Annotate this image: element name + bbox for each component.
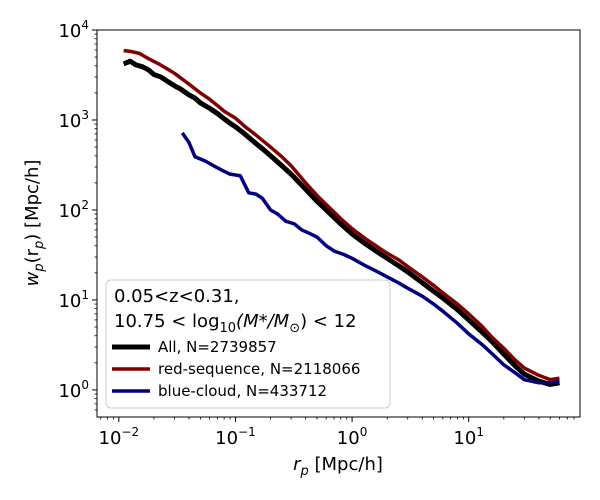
legend-label-0: All, N=2739857 [158, 338, 277, 356]
series-line-0 [122, 58, 560, 387]
x-tick-label: 101 [453, 425, 484, 449]
legend-title-line2: 10.75 < log10(M*/M⊙) < 12 [114, 311, 357, 336]
legend-label-1: red-sequence, N=2118066 [158, 360, 360, 378]
ticks-layer: 10−2 10−1 100 101 100 101 102 103 104 [58, 18, 575, 449]
x-tick-label: 10−1 [215, 425, 256, 449]
legend-label-2: blue-cloud, N=433712 [158, 382, 327, 400]
y-tick-label: 103 [58, 108, 89, 132]
series-line-2 [180, 131, 560, 385]
series-line-1 [123, 48, 560, 382]
y-axis-label: wp(rp) [Mpc/h] [22, 160, 47, 287]
legend: 0.05<z<0.31, 10.75 < log10(M*/M⊙) < 12 A… [105, 279, 391, 409]
x-axis-label: rp [Mpc/h] [293, 454, 383, 479]
x-tick-label: 10−2 [99, 425, 140, 449]
series-layer [122, 48, 560, 387]
legend-box [105, 279, 391, 409]
legend-title-line1: 0.05<z<0.31, [114, 286, 240, 307]
y-tick-label: 101 [58, 288, 89, 312]
y-tick-label: 104 [58, 18, 89, 42]
legend-entries: All, N=2739857 red-sequence, N=2118066 blu… [112, 338, 360, 400]
x-tick-label: 100 [337, 425, 368, 449]
y-tick-label: 100 [58, 378, 89, 402]
y-tick-label: 102 [58, 198, 89, 222]
